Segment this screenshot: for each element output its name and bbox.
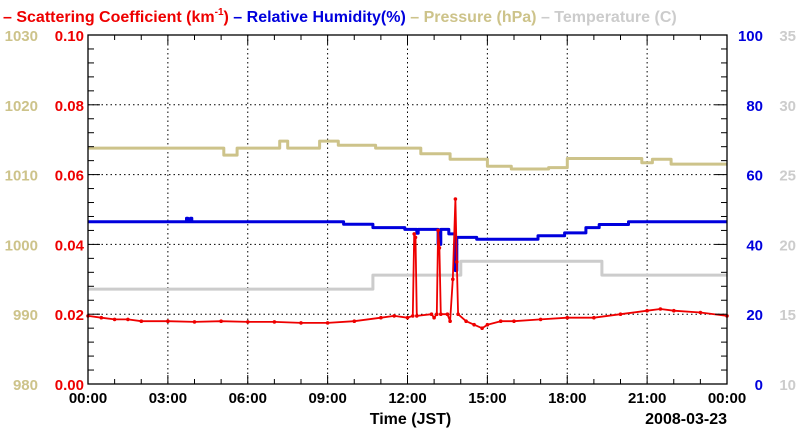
x-tick-label: 00:00	[708, 390, 746, 407]
scattering-tick-label: 0.06	[55, 168, 84, 185]
scattering-point	[435, 312, 439, 317]
scattering-point	[480, 326, 484, 331]
scattering-point	[325, 321, 330, 325]
x-tick-label: 18:00	[548, 390, 586, 407]
legend-superscript: -1	[215, 7, 224, 18]
scattering-point	[565, 315, 570, 320]
scattering-point	[166, 319, 170, 324]
temperature-tick-label: 35	[779, 28, 796, 45]
x-tick-label: 00:00	[69, 390, 107, 407]
scattering-point	[445, 312, 450, 317]
chart-legend: – Scattering Coefficient (km-1) – Relati…	[3, 7, 677, 26]
scattering-point	[415, 314, 419, 318]
x-tick-label: 06:00	[229, 390, 267, 407]
x-tick-label: 15:00	[468, 390, 506, 407]
temperature-tick-label: 30	[779, 98, 796, 115]
pressure-tick-label: 1030	[5, 28, 38, 45]
pressure-line	[88, 139, 727, 171]
pressure-tick-label: 1020	[5, 98, 38, 115]
humidity-tick-label: 60	[746, 168, 763, 185]
x-tick-label: 21:00	[628, 390, 666, 407]
scattering-point	[498, 319, 503, 324]
scattering-point	[672, 308, 676, 313]
scattering-point	[246, 320, 250, 324]
scattering-point	[658, 307, 663, 311]
scattering-point	[192, 320, 197, 324]
x-tick-label: 12:00	[388, 390, 426, 407]
date-label: 2008-03-23	[645, 411, 727, 428]
scattering-point	[412, 232, 417, 236]
legend-close-paren: )	[224, 9, 229, 26]
humidity-tick-label: 40	[746, 237, 763, 254]
temperature-tick-label: 10	[779, 377, 796, 394]
scattering-point	[139, 319, 144, 324]
scattering-point	[464, 319, 468, 324]
temperature-tick-label: 25	[779, 168, 796, 185]
scattering-point	[392, 314, 397, 318]
scattering-point	[698, 310, 703, 315]
plot-frame	[87, 34, 728, 385]
scattering-point	[472, 322, 476, 327]
scattering-point	[299, 321, 303, 325]
pressure-tick-label: 980	[13, 377, 38, 394]
scattering-point	[432, 315, 436, 320]
scattering-tick-label: 0.00	[55, 377, 84, 394]
legend-item-scat: – Scattering Coefficient (km	[3, 9, 215, 26]
pressure-tick-label: 990	[13, 307, 38, 324]
scattering-point	[456, 312, 460, 317]
scattering-point	[272, 320, 277, 324]
scattering-point	[352, 319, 357, 324]
scattering-tick-label: 0.08	[55, 98, 84, 115]
scattering-point	[485, 322, 490, 327]
legend-item-temp: – Temperature (C)	[537, 9, 677, 26]
temperature-tick-label: 20	[779, 237, 796, 254]
x-axis-label: Time (JST)	[370, 411, 452, 428]
scattering-point	[405, 315, 410, 320]
scattering-tick-label: 0.10	[55, 28, 84, 45]
legend-text: – Scattering Coefficient (km-1) – Relati…	[3, 7, 677, 26]
scattering-point	[429, 312, 434, 317]
legend-item-pres: – Pressure (hPa)	[406, 9, 537, 26]
chart-series	[86, 139, 729, 331]
scattering-point	[618, 312, 623, 317]
temperature-tick-label: 15	[779, 307, 796, 324]
scattering-point	[112, 317, 117, 322]
scattering-point	[436, 228, 440, 233]
scattering-point	[219, 319, 223, 324]
pressure-tick-label: 1000	[5, 237, 38, 254]
scattering-point	[451, 277, 455, 282]
scattering-point	[439, 312, 443, 317]
scattering-point	[455, 260, 459, 264]
scattering-point	[512, 319, 516, 324]
chart-grid	[88, 35, 727, 384]
temperature-line	[88, 259, 727, 291]
scattering-tick-label: 0.02	[55, 307, 84, 324]
scattering-point	[592, 315, 596, 320]
scattering-point	[437, 246, 442, 250]
scattering-point	[126, 317, 130, 322]
x-tick-label: 03:00	[149, 390, 187, 407]
scattering-tick-label: 0.04	[55, 237, 85, 254]
humidity-line	[88, 216, 727, 273]
humidity-tick-label: 100	[738, 28, 763, 45]
humidity-tick-label: 0	[755, 377, 763, 394]
humidity-tick-label: 20	[746, 307, 763, 324]
scattering-point	[379, 315, 383, 320]
scattering-point	[99, 315, 104, 320]
scattering-point	[411, 314, 415, 318]
scattering-point	[645, 308, 649, 313]
scattering-line	[88, 198, 727, 330]
scattering-point	[453, 197, 458, 201]
axis-tick-labels: 00:00 03:00 06:00 09:00 12:00 15:00 18:00 21:00…	[5, 28, 796, 407]
scattering-point	[413, 235, 418, 240]
axis-ticks	[87, 34, 728, 385]
scattering-point	[448, 319, 452, 324]
legend-item-rh: – Relative Humidity(%)	[229, 9, 406, 26]
humidity-tick-label: 80	[746, 98, 763, 115]
scattering-point	[538, 317, 543, 322]
x-tick-label: 09:00	[308, 390, 346, 407]
pressure-tick-label: 1010	[5, 168, 38, 185]
